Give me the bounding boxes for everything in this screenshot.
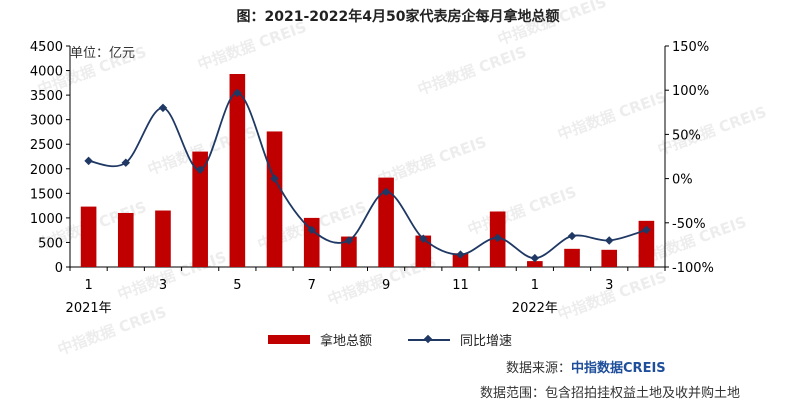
source-brand: 中指数据CREIS [571, 361, 666, 376]
unit-label: 单位：亿元 [70, 46, 136, 61]
bar [117, 212, 134, 267]
bar [527, 261, 543, 267]
line-point [419, 234, 428, 243]
chart-title: 图：2021-2022年4月50家代表房企每月拿地总额 [236, 9, 560, 25]
line-point [233, 88, 242, 98]
line-point [381, 187, 391, 197]
right-tick-label: 50% [672, 128, 701, 143]
left-tick-label: 0 [55, 261, 63, 276]
left-tick-label: 1500 [30, 187, 63, 202]
x-year-label: 2022年 [512, 301, 558, 316]
legend-bar-label: 拿地总额 [320, 334, 373, 349]
line-point [530, 253, 540, 263]
line-point [158, 103, 168, 113]
left-tick-label: 4500 [30, 40, 63, 55]
left-tick-label: 3000 [30, 114, 63, 129]
left-tick-label: 2000 [30, 163, 63, 178]
bar [80, 206, 97, 267]
line-point [84, 156, 93, 166]
left-tick-label: 3500 [30, 89, 63, 104]
x-year-label: 2021年 [66, 301, 112, 316]
bar [155, 210, 171, 267]
bar [229, 73, 246, 267]
bar [601, 249, 618, 267]
line-point [604, 236, 614, 245]
bar [452, 253, 469, 267]
line-point [493, 233, 502, 243]
line-point [344, 236, 354, 245]
legend-line-label: 同比增速 [460, 334, 513, 349]
legend: 拿地总额 同比增速 [268, 330, 512, 349]
right-tick-label: -50% [672, 217, 706, 232]
bar [415, 235, 432, 267]
data-scope: 数据范围：包含招拍挂权益土地及收并购土地 [480, 386, 741, 401]
line-point [307, 225, 316, 235]
legend-line-swatch [408, 335, 451, 344]
line-point [270, 174, 279, 183]
line-point [121, 158, 131, 167]
x-tick-label: 3 [605, 278, 613, 293]
right-tick-label: -100% [672, 261, 714, 276]
bar [378, 177, 394, 267]
bar [638, 220, 655, 267]
watermark-text: 中指数据 CREIS [195, 18, 309, 74]
right-tick-label: 150% [672, 40, 709, 55]
line-path [88, 91, 647, 260]
x-tick-label: 5 [233, 278, 241, 293]
line-point [456, 250, 465, 259]
source-prefix: 数据来源： [506, 361, 572, 376]
watermark-text: 中指数据 CREIS [555, 88, 669, 144]
legend-item-bar: 拿地总额 [268, 330, 372, 349]
bar [192, 151, 208, 267]
line-point [567, 231, 577, 241]
left-y-axis: 0 500 1000 1500 2000 2500 3000 3500 4000 4500 [30, 40, 71, 276]
watermark-text: 中指数据 CREIS [415, 43, 529, 99]
x-tick-label: 11 [452, 278, 469, 293]
left-tick-label: 500 [38, 236, 63, 251]
watermark-text: 中指数据 CREIS [465, 183, 579, 239]
data-source: 数据来源：中指数据CREIS [506, 357, 666, 376]
x-tick-label: 9 [382, 278, 390, 293]
left-tick-label: 1000 [30, 212, 63, 227]
legend-bar-swatch [268, 335, 310, 344]
watermark-text: 中指数据 CREIS [555, 268, 669, 324]
right-tick-label: 0% [672, 173, 693, 188]
bar [266, 131, 283, 267]
watermark-text: 中指数据 CREIS [495, 0, 609, 49]
bar [564, 248, 580, 267]
x-tick-label: 3 [159, 278, 167, 293]
bar [341, 236, 357, 267]
line-point [195, 165, 205, 175]
right-y-axis: -100% -50% 0% 50% 100% 150% [664, 40, 714, 276]
x-tick-label: 1 [531, 278, 539, 293]
x-tick-label: 1 [84, 278, 92, 293]
legend-item-line: 同比增速 [408, 330, 512, 349]
left-tick-label: 2500 [30, 138, 63, 153]
right-tick-label: 100% [672, 84, 709, 99]
x-tick-label: 7 [308, 278, 316, 293]
left-tick-label: 4000 [30, 65, 63, 80]
